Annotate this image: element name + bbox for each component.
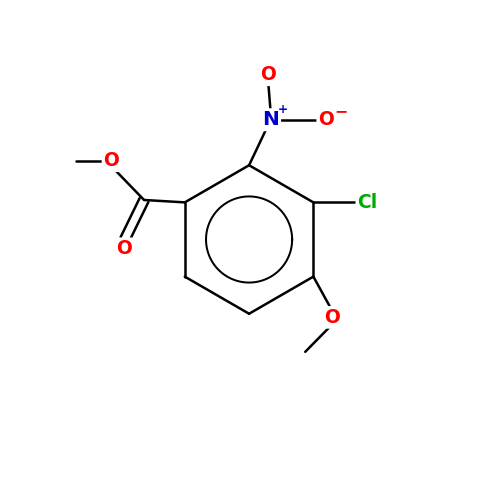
- Text: O: O: [103, 151, 119, 170]
- Text: Cl: Cl: [357, 193, 377, 212]
- Text: O: O: [324, 308, 340, 327]
- Text: +: +: [277, 103, 288, 116]
- Text: −: −: [334, 104, 347, 120]
- Text: O: O: [116, 240, 132, 258]
- Text: O: O: [260, 65, 276, 84]
- Text: O: O: [318, 110, 334, 129]
- Text: N: N: [262, 110, 279, 129]
